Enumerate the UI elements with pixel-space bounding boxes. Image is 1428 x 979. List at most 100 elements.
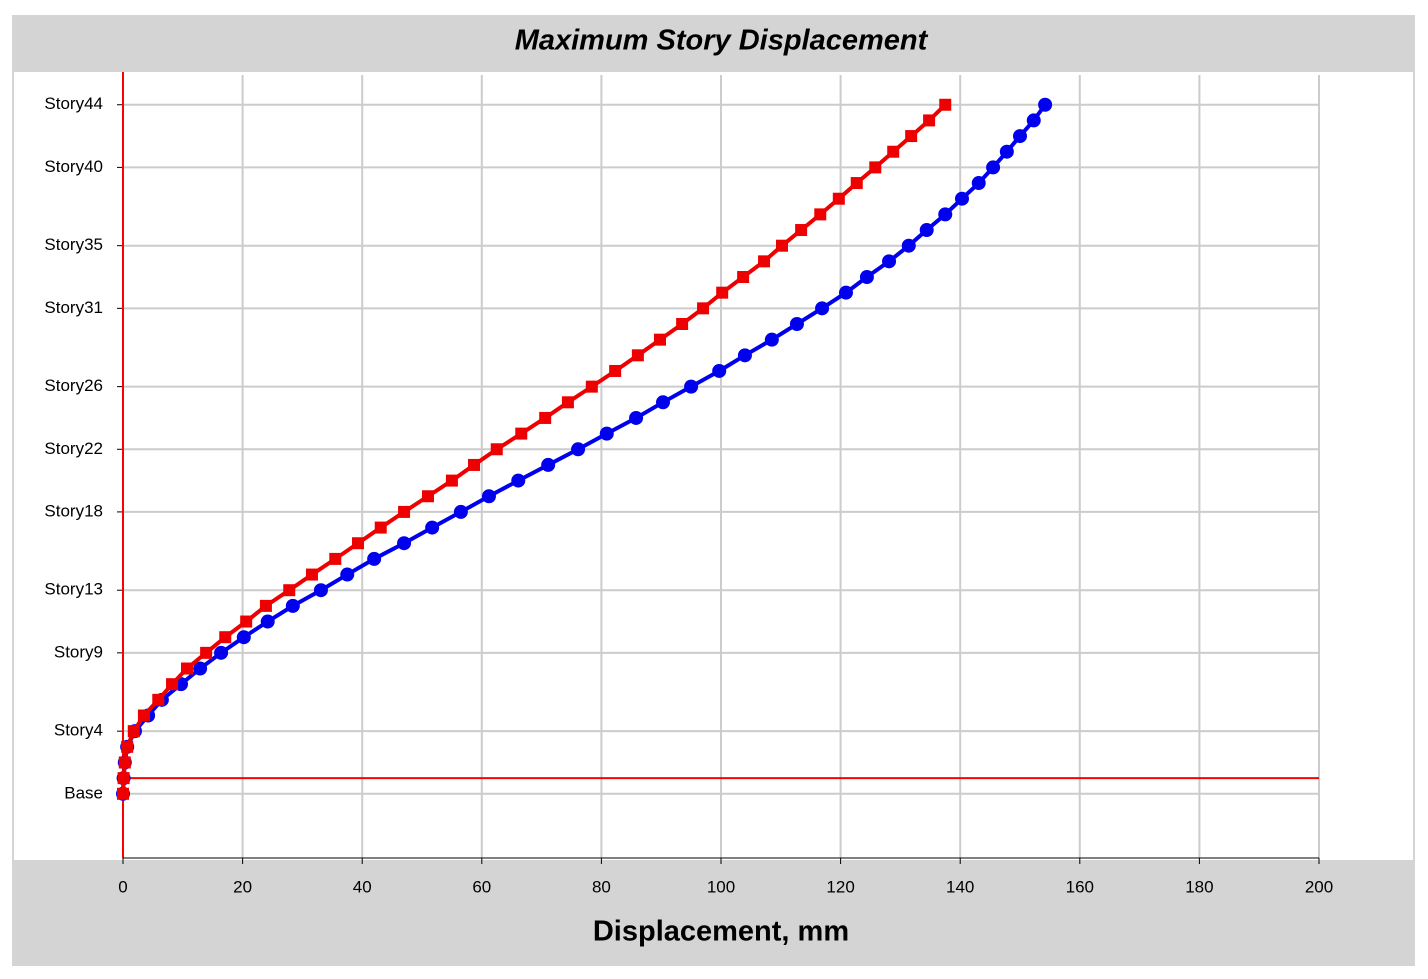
- marker: [481, 489, 496, 504]
- marker: [117, 772, 130, 785]
- x-tick-label: 120: [826, 877, 854, 896]
- marker: [764, 332, 779, 347]
- marker: [180, 662, 193, 675]
- marker: [815, 301, 830, 316]
- marker: [259, 599, 272, 612]
- marker: [716, 286, 729, 299]
- marker: [219, 631, 232, 644]
- marker: [313, 583, 328, 598]
- x-tick-label: 40: [353, 877, 372, 896]
- marker: [445, 474, 458, 487]
- marker: [193, 661, 208, 676]
- marker: [285, 598, 300, 613]
- marker: [137, 709, 150, 722]
- marker: [684, 379, 699, 394]
- marker: [539, 411, 552, 424]
- marker: [329, 552, 342, 565]
- marker: [398, 505, 411, 518]
- marker: [789, 316, 804, 331]
- marker: [923, 114, 936, 127]
- marker: [236, 630, 251, 645]
- marker: [214, 645, 229, 660]
- marker: [938, 207, 953, 222]
- marker: [999, 144, 1014, 159]
- marker: [374, 521, 387, 534]
- marker: [655, 395, 670, 410]
- marker: [901, 238, 916, 253]
- marker: [939, 98, 952, 111]
- y-tick-label: Story4: [54, 721, 103, 740]
- marker: [117, 787, 129, 800]
- y-tick-label: Story35: [44, 235, 103, 254]
- y-tick-label: Story18: [44, 501, 103, 520]
- marker: [971, 176, 986, 191]
- marker: [814, 208, 827, 221]
- y-tick-label: Base: [64, 783, 103, 802]
- marker: [425, 520, 440, 535]
- chart-title: Maximum Story Displacement: [515, 25, 929, 57]
- y-tick-label: Story9: [54, 642, 103, 661]
- marker: [919, 223, 934, 238]
- marker: [838, 285, 853, 300]
- marker: [654, 333, 667, 346]
- marker: [541, 457, 556, 472]
- marker: [397, 536, 412, 551]
- marker: [1026, 113, 1041, 128]
- x-tick-label: 20: [233, 877, 252, 896]
- y-tick-label: Story13: [44, 580, 103, 599]
- marker: [283, 584, 296, 597]
- marker: [795, 224, 808, 237]
- y-tick-label: Story31: [44, 298, 103, 317]
- marker: [737, 271, 750, 284]
- marker: [127, 725, 140, 738]
- marker: [859, 270, 874, 285]
- x-tick-label: 160: [1066, 877, 1094, 896]
- marker: [832, 192, 845, 205]
- marker: [468, 458, 481, 471]
- y-tick-label: Story22: [44, 439, 103, 458]
- marker: [887, 145, 900, 158]
- y-tick-label: Story40: [44, 157, 103, 176]
- x-tick-label: 60: [472, 877, 491, 896]
- marker: [515, 427, 528, 440]
- marker: [631, 349, 644, 362]
- plot-area: [14, 72, 1413, 860]
- marker: [775, 239, 788, 252]
- marker: [882, 254, 897, 269]
- marker: [421, 490, 434, 503]
- marker: [850, 177, 863, 190]
- marker: [954, 191, 969, 206]
- marker: [737, 348, 752, 363]
- marker: [697, 302, 710, 315]
- marker: [571, 442, 586, 457]
- marker: [260, 614, 275, 629]
- x-tick-label: 100: [707, 877, 735, 896]
- marker: [986, 160, 1001, 175]
- marker: [340, 567, 355, 582]
- x-tick-label: 140: [946, 877, 974, 896]
- marker: [166, 678, 179, 691]
- marker: [1013, 129, 1027, 144]
- marker: [905, 130, 918, 143]
- marker: [609, 364, 622, 377]
- marker: [121, 740, 134, 753]
- x-tick-label: 80: [592, 877, 611, 896]
- marker: [305, 568, 318, 581]
- marker: [490, 443, 503, 456]
- marker: [200, 646, 213, 659]
- marker: [585, 380, 598, 393]
- y-tick-label: Story44: [44, 94, 103, 113]
- marker: [712, 363, 727, 378]
- marker: [599, 426, 614, 441]
- marker: [758, 255, 771, 268]
- marker: [561, 396, 574, 409]
- marker: [240, 615, 253, 628]
- marker: [118, 756, 131, 769]
- x-axis-label: Displacement, mm: [593, 916, 849, 948]
- marker: [367, 551, 382, 566]
- marker: [869, 161, 882, 174]
- marker: [511, 473, 526, 488]
- marker: [629, 410, 644, 425]
